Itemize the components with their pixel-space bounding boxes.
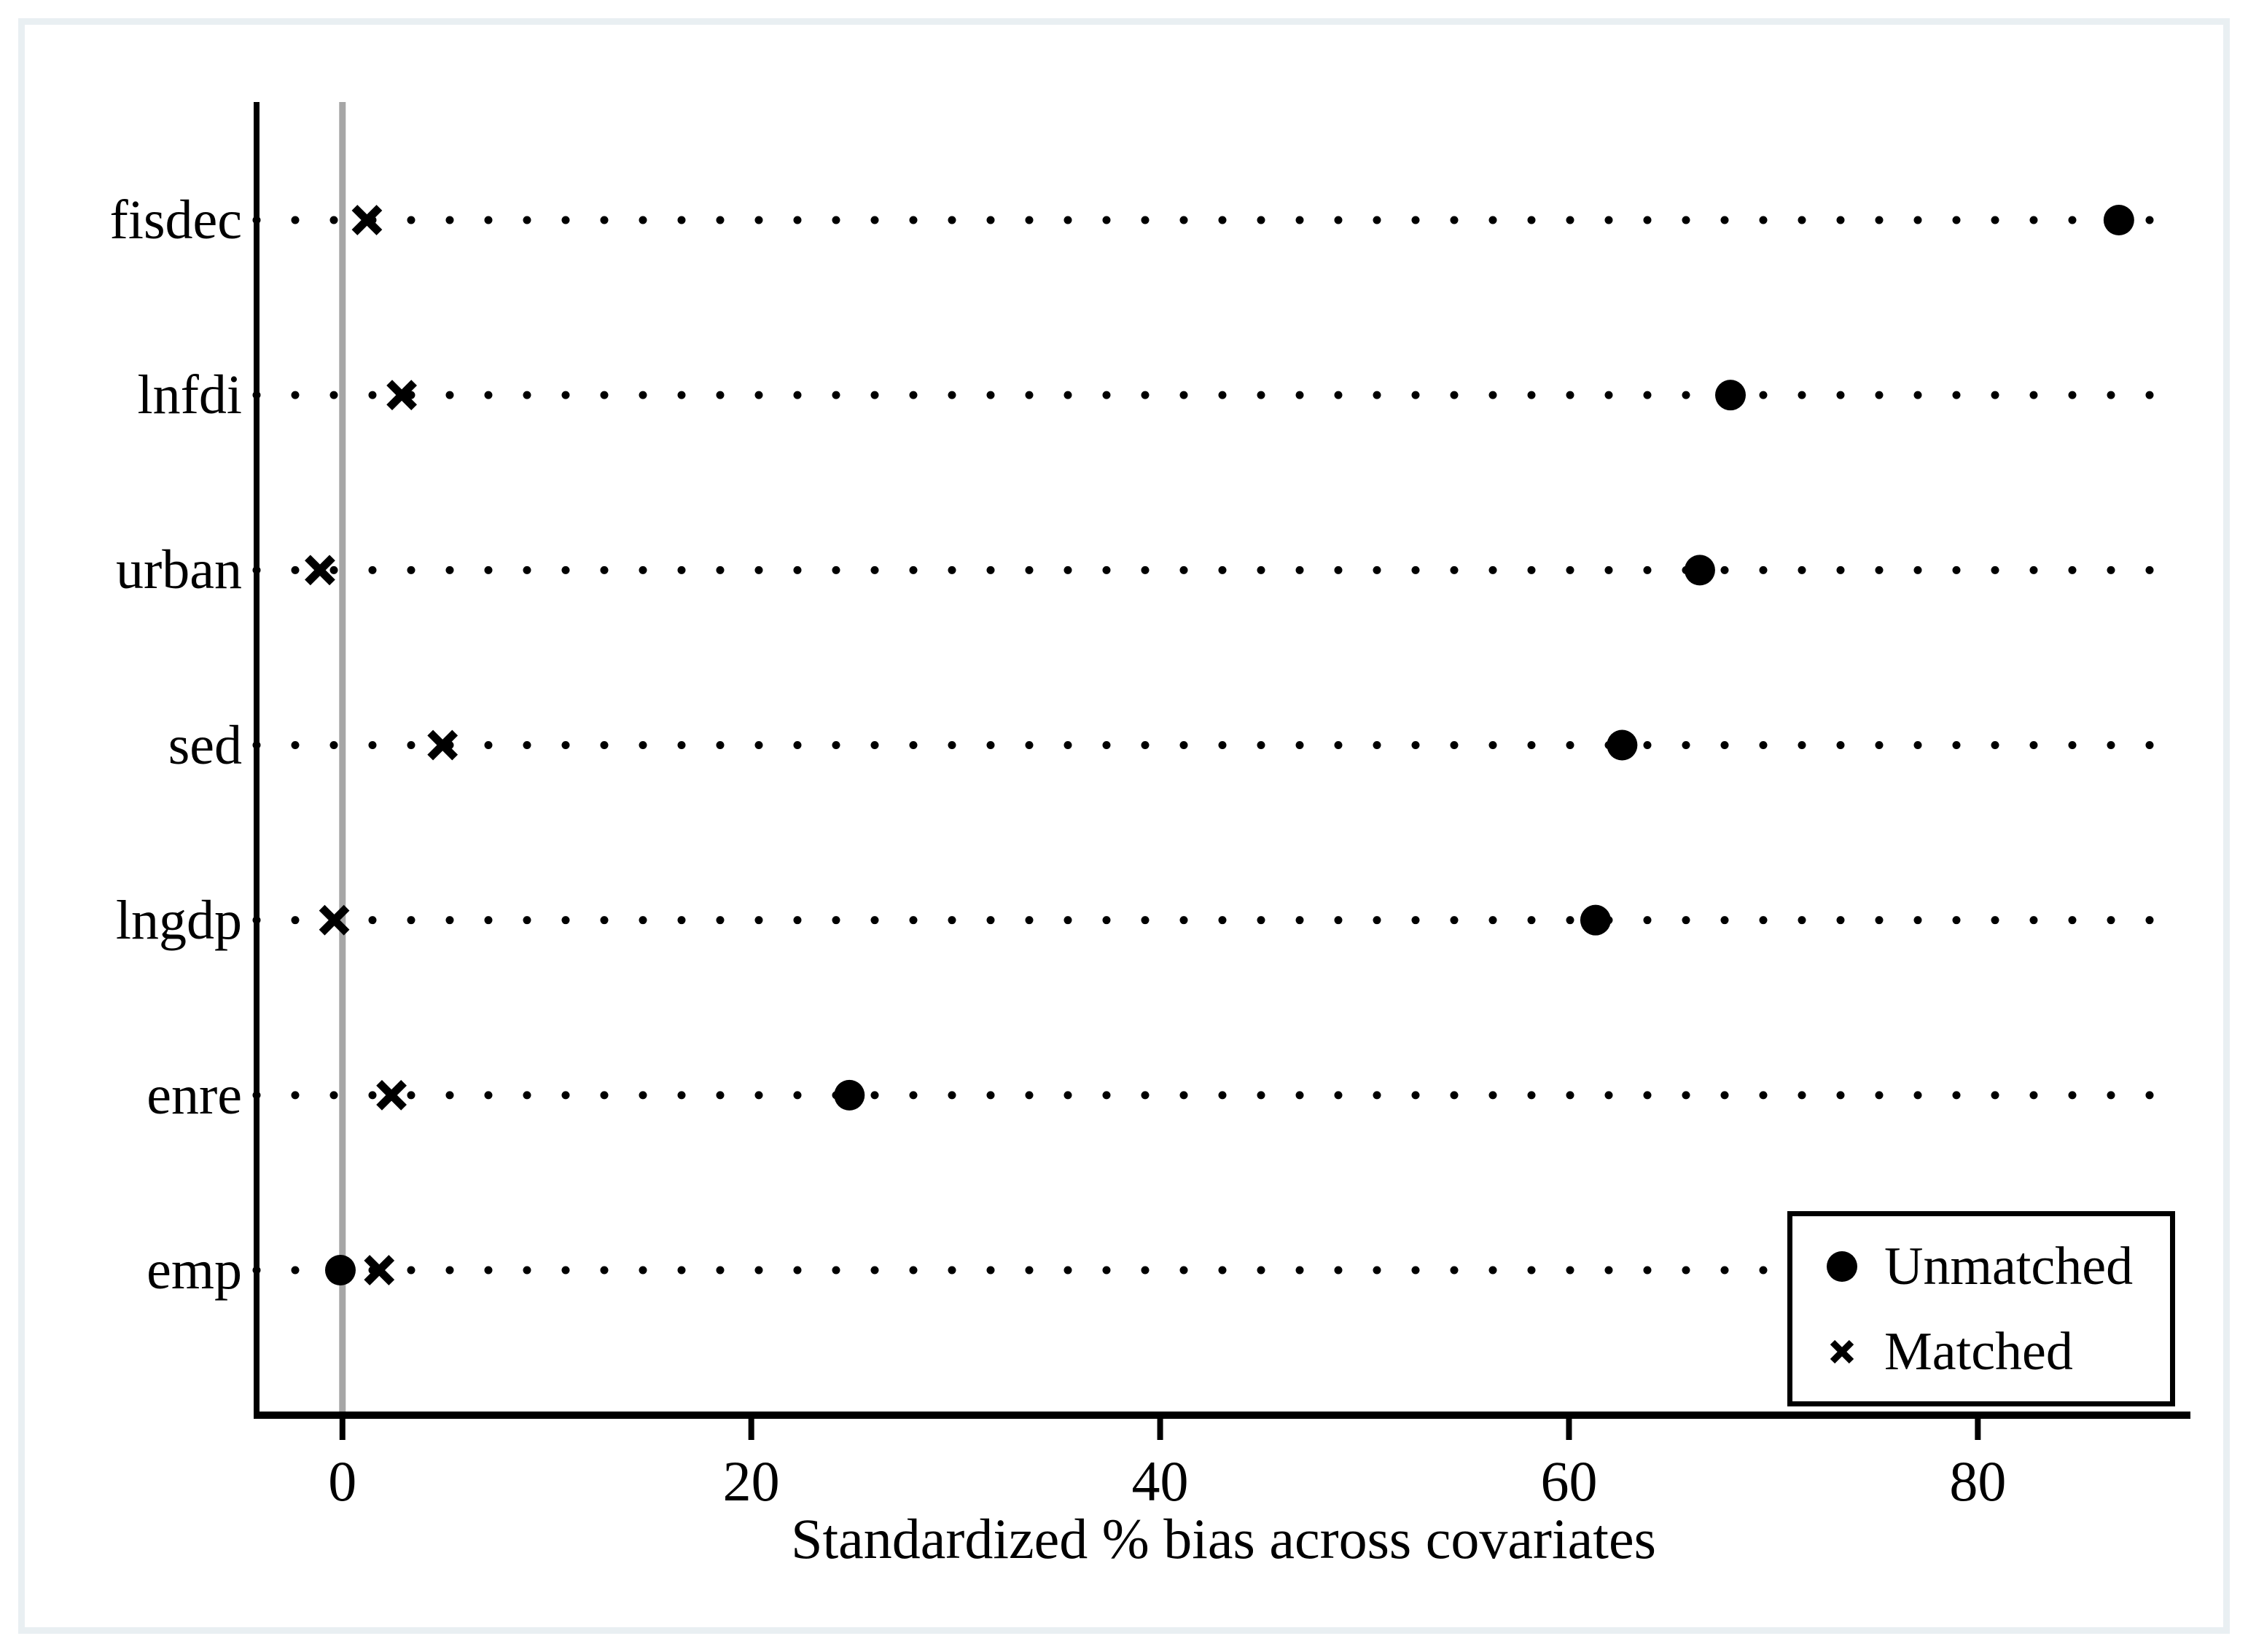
category-label-fisdec: fisdec [109, 189, 242, 251]
unmatched-marker-lnfdi [1715, 380, 1747, 411]
legend-item-matched: Matched [1792, 1315, 2170, 1388]
x-tick-label: 20 [722, 1449, 780, 1513]
category-label-enre: enre [147, 1064, 242, 1126]
legend-label-matched: Matched [1884, 1321, 2073, 1382]
category-label-emp: emp [147, 1240, 242, 1301]
unmatched-marker-enre [834, 1079, 865, 1111]
category-label-lngdp: lngdp [115, 889, 242, 951]
matched-marker-enre [376, 1079, 407, 1111]
matched-marker-lnfdi [386, 380, 418, 411]
category-label-urban: urban [115, 539, 242, 601]
unmatched-marker-sed [1607, 729, 1638, 761]
legend-box: Unmatched Matched [1787, 1211, 2175, 1406]
matched-marker-urban [305, 555, 335, 586]
legend-label-unmatched: Unmatched [1884, 1236, 2134, 1296]
unmatched-marker-lngdp [1580, 904, 1611, 936]
matched-x-icon [1820, 1336, 1864, 1368]
unmatched-marker-urban [1684, 555, 1715, 586]
x-tick-label: 80 [1949, 1449, 2007, 1513]
unmatched-marker-fisdec [2103, 205, 2134, 235]
x-axis-title: Standardized % bias across covariates [791, 1507, 1656, 1570]
x-tick-label: 0 [328, 1449, 357, 1513]
legend-item-unmatched: Unmatched [1792, 1230, 2170, 1303]
matched-marker-fisdec [351, 205, 383, 235]
category-label-lnfdi: lnfdi [137, 364, 242, 426]
unmatched-circle-icon [1820, 1250, 1864, 1282]
category-label-sed: sed [168, 714, 242, 776]
figure-frame-border [18, 18, 2230, 1634]
matched-marker-lngdp [319, 904, 350, 936]
unmatched-marker-emp [324, 1255, 356, 1286]
x-tick-label: 40 [1131, 1449, 1189, 1513]
matched-marker-emp [364, 1255, 395, 1285]
matched-marker-sed [427, 729, 458, 761]
x-tick-label: 60 [1540, 1449, 1598, 1513]
